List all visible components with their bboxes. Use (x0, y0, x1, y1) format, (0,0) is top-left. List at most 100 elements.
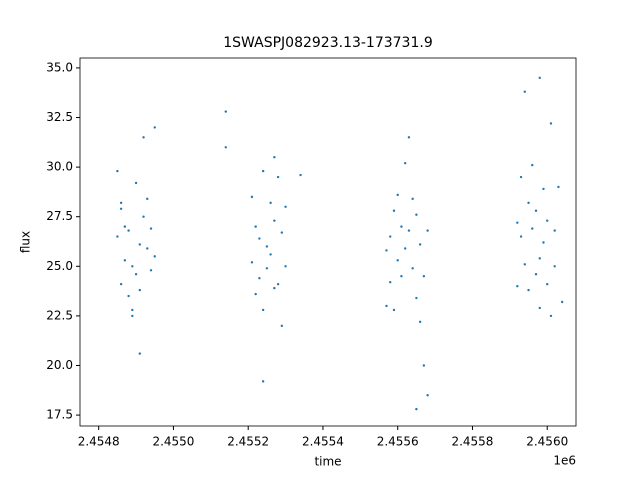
y-axis-label: flux (19, 231, 33, 253)
y-tick-label: 22.5 (46, 308, 73, 322)
point (149, 227, 153, 230)
point (519, 235, 523, 238)
point (276, 282, 280, 286)
point (418, 320, 422, 324)
point (269, 253, 272, 256)
point (138, 243, 142, 246)
point (560, 300, 564, 304)
point (553, 229, 556, 232)
x-tick-label: 2.4550 (152, 435, 194, 449)
point (389, 280, 392, 284)
y-tick-label: 27.5 (46, 209, 73, 223)
point (396, 259, 399, 262)
x-tick-label: 2.4558 (451, 435, 493, 449)
x-offset-label: 1e6 (553, 454, 576, 468)
point (407, 136, 411, 139)
point (411, 267, 414, 270)
point (519, 175, 523, 179)
point (531, 163, 534, 167)
point (523, 90, 526, 93)
point (224, 110, 227, 113)
x-tick-label: 2.4556 (377, 435, 419, 449)
x-tick-label: 2.4560 (526, 435, 568, 449)
point (299, 173, 302, 177)
point (538, 257, 541, 260)
point (557, 185, 560, 189)
point (542, 187, 545, 191)
point (250, 195, 254, 199)
point (549, 314, 553, 318)
point (224, 146, 227, 149)
point (553, 265, 556, 268)
point (385, 249, 388, 252)
point (411, 197, 414, 201)
point (149, 269, 153, 272)
point (146, 197, 149, 201)
point (134, 181, 138, 185)
point (123, 225, 127, 228)
point (273, 219, 276, 222)
point (127, 229, 130, 232)
point (538, 306, 541, 310)
point (415, 213, 418, 216)
point (138, 288, 142, 292)
point (153, 255, 156, 258)
point (546, 282, 549, 286)
point (534, 209, 538, 212)
point (396, 193, 399, 197)
point (415, 407, 418, 411)
y-tick-label: 32.5 (46, 110, 73, 124)
point (542, 241, 545, 244)
point (516, 284, 519, 288)
point (250, 261, 254, 264)
x-tick-label: 2.4548 (78, 435, 120, 449)
y-tick-label: 25.0 (46, 259, 73, 273)
point (523, 263, 526, 266)
point (516, 221, 519, 224)
plot-frame (79, 57, 577, 427)
point (403, 247, 407, 250)
point (280, 231, 284, 234)
point (538, 76, 541, 80)
point (273, 286, 276, 290)
point (531, 227, 534, 230)
point (400, 225, 403, 228)
point (273, 155, 276, 159)
point (265, 245, 269, 248)
y-tick-label: 35.0 (46, 60, 73, 74)
point (119, 207, 123, 210)
point (415, 296, 418, 300)
point (407, 229, 411, 232)
point (258, 237, 261, 240)
point (284, 205, 287, 208)
point (418, 243, 422, 246)
x-tick-label: 2.4554 (302, 435, 344, 449)
x-axis-label: time (314, 455, 341, 469)
point (527, 201, 530, 205)
point (422, 275, 426, 278)
point (549, 122, 553, 125)
point (131, 265, 134, 268)
point (134, 273, 138, 276)
point (142, 215, 145, 218)
point (261, 380, 265, 383)
y-tick-label: 17.5 (46, 408, 73, 422)
chart-title: 1SWASPJ082923.13-173731.9 (223, 35, 432, 51)
point (254, 225, 257, 228)
point (276, 175, 280, 179)
point (392, 209, 396, 212)
point (265, 267, 269, 270)
point (119, 201, 123, 205)
point (261, 308, 265, 312)
point (426, 394, 429, 397)
point (269, 201, 272, 205)
point (392, 308, 396, 312)
point (422, 364, 426, 367)
x-tick-label: 2.4552 (227, 435, 269, 449)
point (138, 352, 142, 355)
point (142, 136, 145, 139)
point (261, 169, 265, 173)
point (280, 324, 284, 328)
point (119, 282, 123, 286)
